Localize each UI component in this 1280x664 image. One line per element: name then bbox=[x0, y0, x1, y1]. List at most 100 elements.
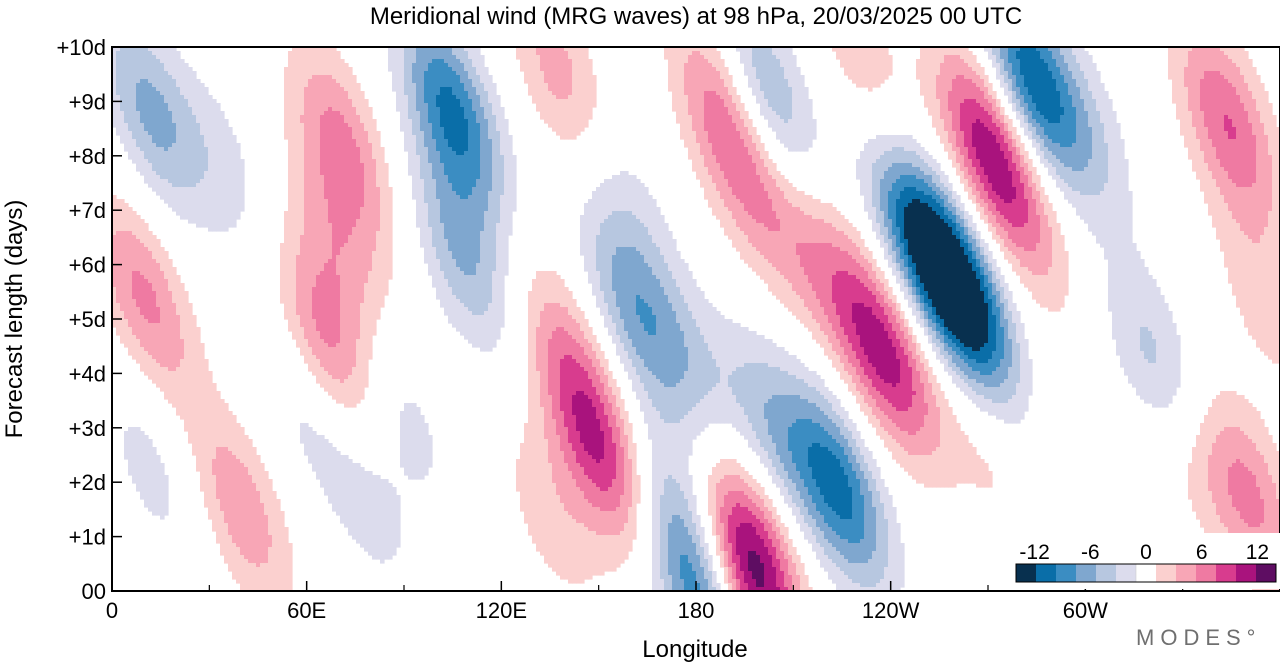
heatmap-cell bbox=[784, 527, 789, 544]
heatmap-cell bbox=[1040, 139, 1045, 152]
heatmap-cell bbox=[1224, 55, 1229, 80]
heatmap-cell bbox=[424, 203, 429, 264]
heatmap-cell bbox=[696, 535, 701, 556]
heatmap-cell bbox=[972, 55, 977, 72]
heatmap-cell bbox=[720, 315, 725, 424]
heatmap-cell bbox=[536, 327, 541, 372]
heatmap-cell bbox=[668, 387, 673, 424]
heatmap-cell bbox=[960, 103, 965, 132]
heatmap-cell bbox=[984, 303, 989, 344]
heatmap-cell bbox=[1200, 47, 1205, 80]
heatmap-cell bbox=[312, 431, 317, 472]
heatmap-cell bbox=[876, 491, 881, 584]
heatmap-cell bbox=[416, 407, 421, 480]
heatmap-cell bbox=[432, 247, 437, 288]
heatmap-cell bbox=[808, 467, 813, 496]
heatmap-cell bbox=[1268, 435, 1273, 476]
heatmap-cell bbox=[472, 111, 477, 188]
heatmap-cell bbox=[440, 47, 445, 60]
heatmap-cell bbox=[1228, 119, 1233, 140]
heatmap-cell bbox=[836, 535, 841, 552]
heatmap-cell bbox=[956, 215, 961, 224]
heatmap-cell bbox=[1080, 47, 1085, 72]
heatmap-cell bbox=[836, 355, 841, 372]
heatmap-cell bbox=[164, 251, 169, 280]
heatmap-cell bbox=[444, 139, 449, 176]
heatmap-cell bbox=[1096, 111, 1101, 196]
heatmap-cell bbox=[744, 583, 749, 591]
heatmap-cell bbox=[960, 351, 965, 360]
heatmap-cell bbox=[324, 343, 329, 372]
heatmap-cell bbox=[964, 147, 969, 168]
heatmap-cell bbox=[464, 91, 469, 120]
heatmap-cell bbox=[164, 367, 169, 400]
heatmap-cell bbox=[1100, 123, 1105, 192]
heatmap-cell bbox=[1184, 87, 1189, 148]
heatmap-cell bbox=[452, 295, 457, 328]
heatmap-cell bbox=[364, 283, 369, 388]
heatmap-cell bbox=[736, 323, 741, 368]
heatmap-cell bbox=[1064, 47, 1069, 64]
heatmap-cell bbox=[768, 263, 773, 292]
heatmap-cell bbox=[1248, 239, 1253, 336]
heatmap-cell bbox=[1044, 275, 1049, 308]
heatmap-cell bbox=[992, 387, 997, 404]
heatmap-cell bbox=[1004, 203, 1009, 220]
heatmap-cell bbox=[584, 203, 589, 272]
heatmap-cell bbox=[396, 495, 401, 548]
heatmap-cell bbox=[964, 363, 969, 376]
heatmap-cell bbox=[1004, 319, 1009, 380]
heatmap-cell bbox=[736, 555, 741, 580]
heatmap-cell bbox=[860, 439, 865, 456]
heatmap-cell bbox=[388, 483, 393, 560]
heatmap-cell bbox=[1076, 87, 1081, 172]
heatmap-cell bbox=[924, 195, 929, 204]
heatmap-cell bbox=[152, 323, 157, 360]
heatmap-cell bbox=[772, 111, 777, 132]
heatmap-cell bbox=[392, 47, 397, 92]
heatmap-cell bbox=[344, 63, 349, 92]
heatmap-cell bbox=[1252, 67, 1257, 100]
heatmap-cell bbox=[912, 263, 917, 276]
heatmap-cell bbox=[936, 203, 941, 216]
heatmap-cell bbox=[240, 427, 245, 464]
heatmap-cell bbox=[1228, 59, 1233, 84]
heatmap-cell bbox=[940, 207, 945, 220]
heatmap-cell bbox=[868, 559, 873, 588]
heatmap-cell bbox=[352, 107, 357, 140]
heatmap-cell bbox=[588, 199, 593, 284]
heatmap-cell bbox=[1100, 83, 1105, 124]
heatmap-cell bbox=[1008, 339, 1013, 368]
heatmap-cell bbox=[260, 563, 265, 591]
heatmap-cell bbox=[1244, 111, 1249, 188]
heatmap-cell bbox=[1056, 143, 1061, 160]
heatmap-cell bbox=[860, 47, 865, 88]
heatmap-cell bbox=[824, 431, 829, 448]
heatmap-cell bbox=[1224, 391, 1229, 428]
heatmap-cell bbox=[968, 175, 973, 188]
heatmap-cell bbox=[576, 463, 581, 488]
heatmap-cell bbox=[764, 451, 769, 468]
heatmap-cell bbox=[988, 47, 993, 60]
heatmap-cell bbox=[632, 175, 637, 216]
heatmap-cell bbox=[984, 75, 989, 88]
heatmap-cell bbox=[344, 243, 349, 380]
heatmap-cell bbox=[868, 251, 873, 264]
heatmap-cell bbox=[580, 331, 585, 348]
heatmap-cell bbox=[876, 47, 881, 88]
heatmap-cell bbox=[696, 403, 701, 436]
heatmap-cell bbox=[920, 363, 925, 384]
heatmap-cell bbox=[816, 407, 821, 424]
heatmap-cell bbox=[856, 391, 861, 404]
heatmap-cell bbox=[1224, 47, 1229, 56]
heatmap-cell bbox=[1012, 395, 1017, 424]
heatmap-cell bbox=[924, 175, 929, 184]
heatmap-cell bbox=[568, 291, 573, 316]
heatmap-cell bbox=[1048, 203, 1053, 228]
heatmap-cell bbox=[1064, 183, 1069, 200]
heatmap-cell bbox=[648, 267, 653, 308]
heatmap-cell bbox=[992, 227, 997, 240]
heatmap-cell bbox=[120, 311, 125, 344]
heatmap-cell bbox=[904, 451, 909, 472]
heatmap-cell bbox=[548, 339, 553, 396]
